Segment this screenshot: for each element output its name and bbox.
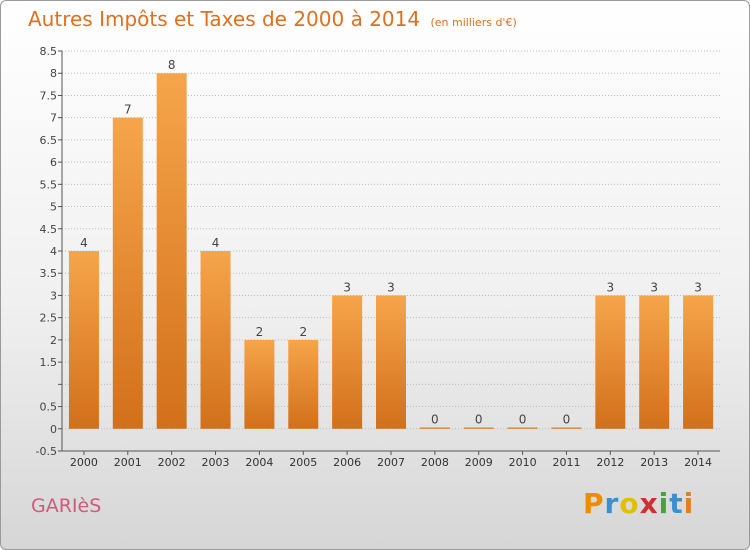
x-tick-label-2010: 2010 (509, 456, 537, 469)
chart-title-text: Autres Impôts et Taxes de 2000 à 2014 (28, 7, 421, 31)
x-tick-label-2002: 2002 (158, 456, 186, 469)
y-tick-label: 5 (50, 201, 57, 214)
bar-2002 (156, 73, 187, 429)
bar-2012 (595, 295, 626, 429)
x-tick-label-2004: 2004 (245, 456, 273, 469)
y-tick-label: 6 (50, 156, 57, 169)
value-label-2005: 2 (299, 325, 307, 339)
value-label-2002: 8 (168, 58, 176, 72)
bar-2014 (683, 295, 714, 429)
bar-2009 (463, 427, 494, 429)
y-tick-label: 0.5 (40, 401, 58, 414)
bar-2001 (112, 117, 143, 429)
y-tick-label: 2 (50, 334, 57, 347)
y-tick-label: 5.5 (40, 178, 58, 191)
value-label-2012: 3 (607, 280, 615, 294)
bar-2007 (376, 295, 406, 429)
x-tick-label-2013: 2013 (640, 456, 668, 469)
bar-2003 (200, 251, 231, 429)
x-tick-label-2014: 2014 (684, 456, 712, 469)
chart-unit: (en milliers d'€) (430, 16, 517, 29)
y-tick-label: -0.5 (36, 445, 57, 458)
bar-2000 (68, 251, 99, 429)
logo-letter: x (639, 487, 659, 520)
x-tick-label-2005: 2005 (289, 456, 317, 469)
bar-2004 (244, 339, 275, 429)
logo-letter: r (604, 487, 620, 520)
labels: -0.5 0 0.5 1.5 2 2.5 3 3.5 4 4.5 5 5.5 6 6.5 7 7.5 8 8.5 4… (36, 45, 713, 469)
y-tick-label: 8.5 (40, 45, 58, 58)
chart-title: Autres Impôts et Taxes de 2000 à 2014 (e… (28, 7, 517, 31)
logo-letter: i (683, 487, 695, 520)
x-tick-label-2001: 2001 (114, 456, 142, 469)
value-label-2011: 0 (563, 412, 571, 426)
y-tick-label: 6.5 (40, 134, 58, 147)
value-label-2008: 0 (431, 412, 439, 426)
value-label-2001: 7 (124, 103, 132, 117)
x-tick-label-2003: 2003 (202, 456, 230, 469)
value-label-2009: 0 (475, 412, 483, 426)
y-tick-label: 4.5 (40, 223, 58, 236)
bar-2005 (288, 339, 319, 429)
x-tick-label-2008: 2008 (421, 456, 449, 469)
x-tick-label-2011: 2011 (552, 456, 580, 469)
value-label-2010: 0 (519, 412, 527, 426)
bar-2010 (507, 427, 538, 429)
value-label-2004: 2 (256, 325, 264, 339)
x-tick-label-2000: 2000 (70, 456, 98, 469)
logo-letter: t (669, 487, 684, 520)
y-tick-label: 0 (50, 423, 57, 436)
logo-letter: i (658, 487, 670, 520)
x-tick-label-2009: 2009 (465, 456, 493, 469)
logo-letter: P (583, 487, 605, 520)
y-tick-label: 4 (50, 245, 57, 258)
bar-2011 (551, 427, 582, 429)
proxiti-logo[interactable]: Proxiti (583, 487, 694, 520)
value-label-2003: 4 (212, 236, 220, 250)
y-tick-label: 1.5 (40, 356, 58, 369)
y-tick-label: 3.5 (40, 267, 58, 280)
x-tick-label-2007: 2007 (377, 456, 405, 469)
x-tick-label-2006: 2006 (333, 456, 361, 469)
y-tick-label: 7 (50, 112, 57, 125)
y-tick-label: 3 (50, 289, 57, 302)
y-tick-label: 7.5 (40, 89, 58, 102)
bars (68, 73, 714, 429)
bar-2013 (639, 295, 670, 429)
value-label-2006: 3 (343, 280, 351, 294)
y-tick-label: 8 (50, 67, 57, 80)
bar-2006 (332, 295, 363, 429)
commune-name: GARIèS (31, 495, 102, 517)
value-label-2013: 3 (650, 280, 658, 294)
y-tick-label: 2.5 (40, 312, 58, 325)
value-label-2000: 4 (80, 236, 88, 250)
bar-2008 (419, 427, 450, 429)
axes (58, 50, 720, 455)
x-tick-label-2012: 2012 (596, 456, 624, 469)
value-label-2007: 3 (387, 280, 395, 294)
logo-letter: o (619, 487, 640, 520)
value-label-2014: 3 (694, 280, 702, 294)
